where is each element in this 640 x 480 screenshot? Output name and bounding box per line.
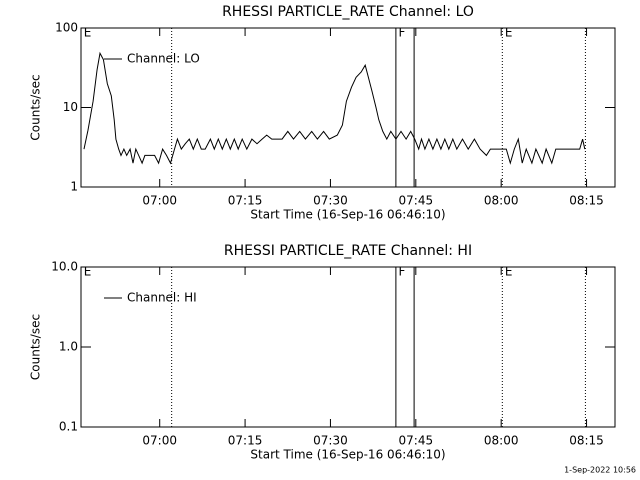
x-tick-label: 08:15 xyxy=(569,194,604,208)
x-tick-label: 07:45 xyxy=(399,434,434,448)
annotation: F xyxy=(398,26,405,40)
chart-title: RHESSI PARTICLE_RATE Channel: LO xyxy=(222,4,474,20)
legend-label: Channel: HI xyxy=(127,291,197,305)
annotation: F xyxy=(398,265,405,279)
x-tick-label: 08:00 xyxy=(484,434,519,448)
annotation: E xyxy=(84,265,92,279)
x-tick-label: 07:30 xyxy=(313,434,348,448)
legend-label: Channel: LO xyxy=(127,52,200,66)
y-axis-label: Counts/sec xyxy=(29,74,43,140)
x-tick-label: 08:15 xyxy=(569,434,604,448)
x-axis-label: Start Time (16-Sep-16 06:46:10) xyxy=(250,448,445,462)
x-tick-label: 07:45 xyxy=(399,194,434,208)
x-tick-label: 07:00 xyxy=(142,194,177,208)
y-tick-label: 1 xyxy=(70,180,78,194)
annotation: E xyxy=(505,26,513,40)
y-tick-label: 1.0 xyxy=(59,340,78,354)
footer: 1-Sep-2022 10:56 xyxy=(564,466,636,475)
x-tick-label: 08:00 xyxy=(484,194,519,208)
annotation: E xyxy=(505,265,513,279)
x-tick-label: 07:15 xyxy=(228,194,263,208)
x-tick-label: 07:15 xyxy=(228,434,263,448)
data-line xyxy=(83,51,586,165)
x-axis-label: Start Time (16-Sep-16 06:46:10) xyxy=(250,208,445,222)
y-tick-label: 10.0 xyxy=(51,260,78,274)
y-tick-label: 0.1 xyxy=(59,420,78,434)
y-tick-label: 100 xyxy=(55,21,78,35)
y-axis-label: Counts/sec xyxy=(29,314,43,380)
x-tick-label: 07:30 xyxy=(313,194,348,208)
y-tick-label: 10 xyxy=(63,100,78,114)
annotation: E xyxy=(84,26,92,40)
x-tick-label: 07:00 xyxy=(142,434,177,448)
chart-title: RHESSI PARTICLE_RATE Channel: HI xyxy=(224,243,472,259)
